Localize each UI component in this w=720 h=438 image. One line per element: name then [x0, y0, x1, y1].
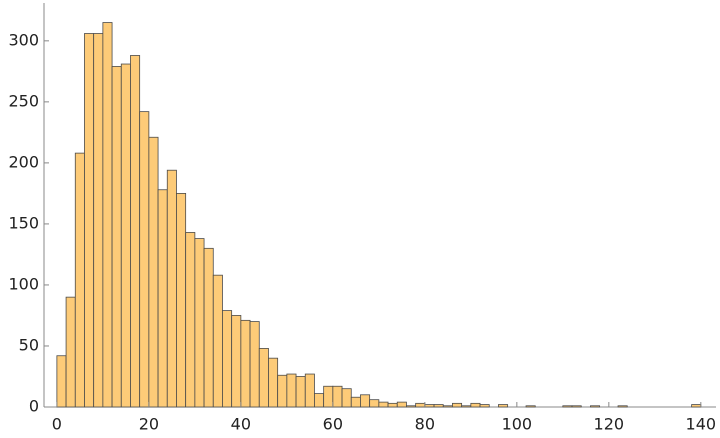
bar — [111, 66, 122, 408]
bar — [84, 33, 95, 408]
y-tick-label: 200 — [8, 152, 39, 171]
bar — [396, 401, 407, 408]
bar — [369, 399, 380, 408]
bar — [350, 396, 361, 408]
y-tick-label: 250 — [8, 91, 39, 110]
bar — [470, 402, 481, 408]
x-tick-label: 120 — [594, 415, 625, 434]
bar — [56, 355, 67, 408]
bar — [194, 238, 205, 408]
bar — [249, 321, 260, 408]
bar — [258, 348, 269, 408]
x-tick-label: 40 — [231, 415, 251, 434]
bar — [378, 401, 389, 408]
y-tick-label: 50 — [19, 335, 39, 354]
x-tick-label: 20 — [139, 415, 159, 434]
bar — [157, 189, 168, 408]
bar — [203, 247, 214, 408]
bar — [498, 404, 509, 408]
bar — [102, 22, 113, 408]
bar — [323, 385, 334, 408]
bar — [387, 402, 398, 408]
bar — [120, 63, 131, 408]
bar — [93, 33, 104, 408]
bar — [590, 405, 601, 408]
bar — [240, 319, 251, 408]
bar — [231, 315, 242, 408]
bar — [304, 373, 315, 408]
bar — [461, 405, 472, 408]
bar — [148, 136, 159, 408]
y-tick-label: 100 — [8, 274, 39, 293]
bar — [176, 193, 187, 408]
bar — [65, 296, 76, 408]
bar — [277, 374, 288, 408]
bar — [452, 402, 463, 408]
x-tick-label: 0 — [52, 415, 62, 434]
bar — [295, 376, 306, 408]
x-tick-label: 100 — [502, 415, 533, 434]
bar — [314, 393, 325, 408]
bar — [74, 152, 85, 408]
bar — [406, 405, 417, 408]
bar — [415, 402, 426, 408]
bar — [617, 405, 628, 408]
y-tick-label: 150 — [8, 213, 39, 232]
bar — [360, 394, 371, 408]
bar — [525, 405, 536, 408]
bar — [268, 357, 279, 408]
bar — [424, 404, 435, 408]
x-tick-label: 60 — [323, 415, 343, 434]
y-tick-label: 300 — [8, 30, 39, 49]
bar — [130, 55, 141, 408]
x-tick-label: 80 — [415, 415, 435, 434]
bar — [139, 111, 150, 408]
bar — [433, 404, 444, 408]
bar — [166, 169, 177, 408]
bar — [562, 405, 573, 408]
bar — [212, 274, 223, 408]
bar — [185, 232, 196, 408]
bar — [479, 404, 490, 408]
y-tick-label: 0 — [29, 397, 39, 416]
bar — [691, 404, 702, 408]
bar — [222, 310, 233, 408]
bar — [286, 373, 297, 408]
bar — [571, 405, 582, 408]
bar — [442, 405, 453, 408]
x-tick-label: 140 — [686, 415, 717, 434]
bar — [341, 388, 352, 408]
bar — [332, 385, 343, 408]
